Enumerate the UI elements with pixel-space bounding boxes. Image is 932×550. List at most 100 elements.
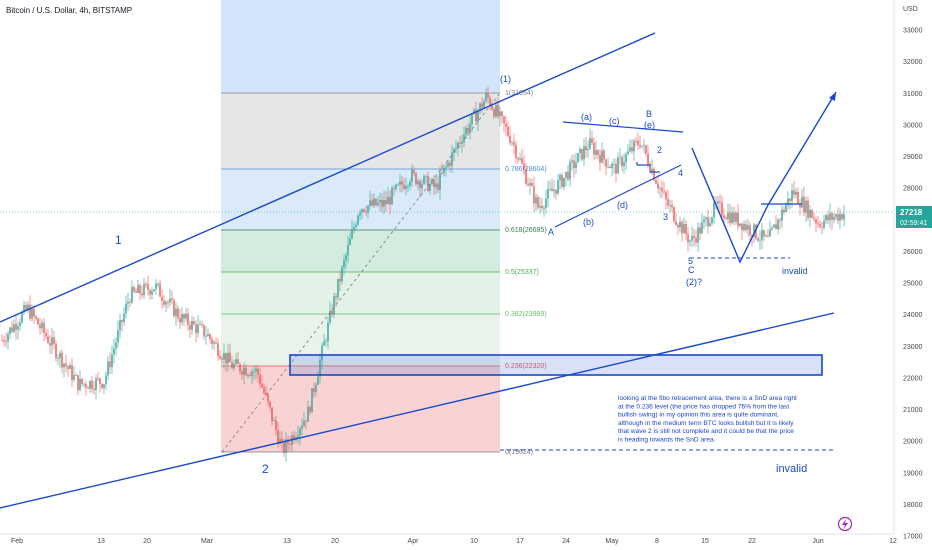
candle-body <box>309 407 311 413</box>
candle-body <box>803 196 805 213</box>
candle-body <box>217 343 219 357</box>
triangle-lower-line[interactable] <box>554 164 682 228</box>
price-axis-panel[interactable] <box>894 0 932 550</box>
candle-body <box>629 147 631 152</box>
candle-body <box>537 197 539 208</box>
channel-upper-line[interactable] <box>0 32 656 323</box>
candle-body <box>35 316 37 319</box>
candle-body <box>615 163 617 174</box>
candle-body <box>215 342 217 344</box>
projection-path[interactable] <box>691 91 837 264</box>
candle-body <box>727 212 729 220</box>
fib-label-0236: 0.236(22320) <box>505 363 547 370</box>
candle-body <box>47 336 49 343</box>
candle-body <box>573 160 575 169</box>
candle-body <box>549 188 551 190</box>
candle-body <box>133 286 135 292</box>
candle-body <box>799 203 801 208</box>
candle-body <box>721 202 723 216</box>
candle-body <box>53 337 55 344</box>
candle-body <box>385 200 387 205</box>
wave-label-C: C <box>688 265 695 275</box>
candle-body <box>765 235 767 237</box>
candle-body <box>429 184 431 192</box>
candle-body <box>139 285 141 294</box>
candle-body <box>625 154 627 163</box>
candle-body <box>7 333 9 342</box>
price-axis-tick-label: 24000 <box>903 312 923 319</box>
candle-body <box>45 332 47 337</box>
projection-arrowhead <box>829 92 836 101</box>
candle-body <box>337 278 339 298</box>
candle-body <box>31 308 33 319</box>
candle-body <box>837 214 839 221</box>
candle-body <box>103 384 105 388</box>
candle-body <box>403 185 405 189</box>
candle-body <box>137 285 139 293</box>
time-axis-tick-label: Mar <box>201 538 214 545</box>
candle-body <box>557 180 559 194</box>
candle-body <box>575 162 577 169</box>
candle-body <box>545 198 547 208</box>
candle-body <box>347 244 349 256</box>
triangle-upper-line[interactable] <box>562 121 684 133</box>
candle-body <box>49 342 51 346</box>
fib-zone-light-green <box>221 272 500 314</box>
candle-body <box>711 217 713 224</box>
candle-body <box>21 312 23 323</box>
candle-body <box>697 227 699 243</box>
candle-body <box>465 127 467 135</box>
candle-body <box>773 224 775 228</box>
candle-body <box>299 428 301 436</box>
candle-body <box>843 214 845 220</box>
candle-body <box>177 308 179 319</box>
candle-body <box>33 308 35 317</box>
candle-body <box>737 212 739 226</box>
candle-body <box>543 207 545 209</box>
channel-lower-line[interactable] <box>0 312 835 509</box>
candle-body <box>345 255 347 261</box>
lightning-icon[interactable] <box>837 516 853 532</box>
candle-body <box>669 205 671 206</box>
candle-body <box>423 176 425 184</box>
candle-body <box>763 230 765 237</box>
candle-body <box>387 197 389 205</box>
snd-zone[interactable] <box>289 354 823 376</box>
candle-body <box>783 209 785 213</box>
candle-body <box>13 324 15 332</box>
candle-body <box>741 223 743 231</box>
candle-body <box>447 162 449 167</box>
candle-body <box>469 123 471 132</box>
candle-body <box>703 219 705 223</box>
candle-body <box>275 420 277 431</box>
candle-body <box>497 105 499 117</box>
candle-body <box>269 401 271 408</box>
candle-body <box>597 150 599 156</box>
candle-body <box>437 183 439 191</box>
candle-body <box>155 283 157 290</box>
candle-body <box>87 387 89 389</box>
candle-body <box>119 319 121 330</box>
candle-body <box>571 160 573 162</box>
candle-body <box>331 310 333 315</box>
candle-body <box>453 148 455 153</box>
candle-body <box>639 144 641 147</box>
candle-body <box>153 289 155 292</box>
candle-body <box>681 221 683 234</box>
wave-label-sub4: 4 <box>678 168 683 178</box>
candle-body <box>359 212 361 216</box>
candle-body <box>785 205 787 213</box>
candle-body <box>319 360 321 377</box>
candle-body <box>749 225 751 236</box>
candle-body <box>335 296 337 298</box>
candles-group <box>1 86 845 462</box>
candle-body <box>25 304 27 310</box>
candle-body <box>551 188 553 192</box>
candle-body <box>313 388 315 392</box>
candle-body <box>379 199 381 203</box>
fib-label-0: 0(19624) <box>505 449 533 456</box>
candle-body <box>93 388 95 391</box>
candle-body <box>831 213 833 220</box>
